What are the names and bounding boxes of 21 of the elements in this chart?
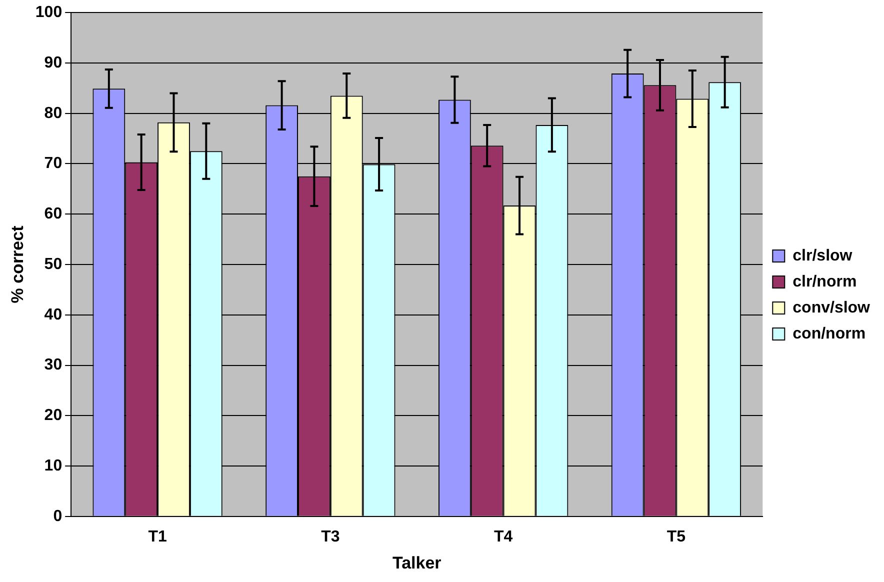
y-tick-label: 10 bbox=[44, 457, 62, 474]
legend-label: clr/norm bbox=[792, 273, 857, 290]
y-tick-label: 60 bbox=[44, 206, 62, 223]
y-tick-label: 20 bbox=[44, 407, 62, 424]
legend-label: conv/slow bbox=[792, 299, 871, 316]
x-tick-label: T5 bbox=[666, 528, 686, 546]
y-tick-label: 0 bbox=[53, 508, 62, 525]
x-tick-label: T1 bbox=[148, 528, 167, 546]
y-tick-label: 70 bbox=[44, 155, 62, 172]
y-tick-label: 100 bbox=[35, 4, 62, 22]
x-tick-label: T4 bbox=[494, 528, 513, 546]
y-tick-label: 50 bbox=[44, 256, 62, 273]
x-axis-title: Talker bbox=[392, 553, 442, 572]
x-tick-label: T3 bbox=[321, 528, 340, 546]
y-tick-label: 40 bbox=[44, 306, 62, 324]
y-tick-label: 90 bbox=[44, 54, 62, 72]
legend-label: con/norm bbox=[792, 325, 866, 342]
y-tick-label: 80 bbox=[44, 104, 62, 122]
y-axis-title: % correct bbox=[8, 225, 27, 304]
legend-label: clr/slow bbox=[792, 247, 853, 264]
y-tick-label: 30 bbox=[44, 356, 62, 374]
